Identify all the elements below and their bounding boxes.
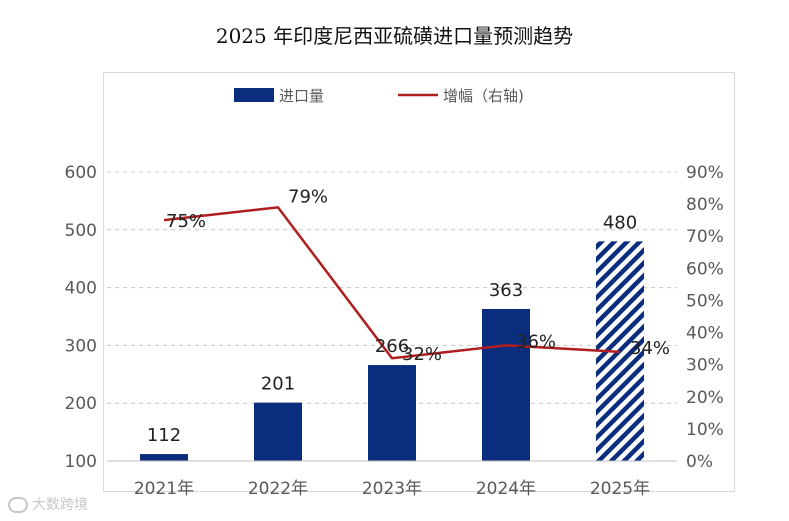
- y-left-tick-label: 400: [65, 279, 97, 299]
- y-right-tick-label: 80%: [686, 195, 724, 215]
- x-tick-label: 2021年: [134, 479, 194, 499]
- x-tick-label: 2022年: [248, 479, 308, 499]
- x-tick-label: 2025年: [590, 479, 650, 499]
- bars: [140, 241, 644, 461]
- line-value-label: 36%: [516, 331, 556, 352]
- bar-value-label: 112: [147, 425, 181, 446]
- bar: [368, 365, 416, 461]
- chart-panel: [103, 72, 735, 492]
- watermark-logo-icon: [8, 497, 28, 513]
- bar-value-label: 480: [603, 212, 637, 233]
- chart-title: 2025 年印度尼西亚硫磺进口量预测趋势: [215, 24, 574, 48]
- y-right-tick-label: 0%: [686, 452, 713, 472]
- bar-value-label: 266: [375, 336, 409, 357]
- x-tick-label: 2023年: [362, 479, 422, 499]
- y-left-tick-label: 100: [65, 452, 97, 472]
- watermark: 大数跨境: [8, 494, 88, 514]
- y-right-tick-label: 10%: [686, 420, 724, 440]
- y-left-tick-label: 500: [65, 221, 97, 241]
- axes: 100 200 300 400 500 600 0% 10% 20% 30% 40% 50% 60% 70…: [65, 163, 724, 499]
- growth-line-group: [163, 206, 621, 360]
- bar: [140, 454, 188, 461]
- y-right-tick-label: 60%: [686, 259, 724, 279]
- bar: [254, 402, 302, 461]
- legend-line-label: 增幅（右轴): [443, 87, 524, 105]
- watermark-text: 大数跨境: [32, 497, 88, 513]
- bar: [482, 308, 530, 461]
- data-labels: 112 201 266 363 480 75% 79% 32% 36% 34%: [147, 186, 670, 446]
- line-value-label: 32%: [402, 344, 442, 365]
- y-right-tick-label: 40%: [686, 324, 724, 344]
- y-right-tick-label: 50%: [686, 291, 724, 311]
- line-value-label: 79%: [288, 186, 328, 207]
- line-value-label: 34%: [630, 338, 670, 359]
- y-left-tick-label: 200: [65, 394, 97, 414]
- y-right-tick-label: 30%: [686, 356, 724, 376]
- y-right-tick-label: 90%: [686, 163, 724, 183]
- y-left-tick-label: 600: [65, 163, 97, 183]
- y-right-tick-label: 70%: [686, 227, 724, 247]
- legend-bar-label: 进口量: [279, 87, 324, 105]
- legend: 进口量 增幅（右轴): [234, 87, 524, 105]
- legend-bar-swatch: [234, 88, 274, 102]
- x-tick-label: 2024年: [476, 479, 536, 499]
- bar-value-label: 201: [261, 374, 295, 395]
- gridlines: [107, 171, 677, 404]
- y-left-tick-label: 300: [65, 336, 97, 356]
- bar-value-label: 363: [489, 280, 523, 301]
- line-value-label: 75%: [166, 211, 206, 232]
- y-right-tick-label: 20%: [686, 388, 724, 408]
